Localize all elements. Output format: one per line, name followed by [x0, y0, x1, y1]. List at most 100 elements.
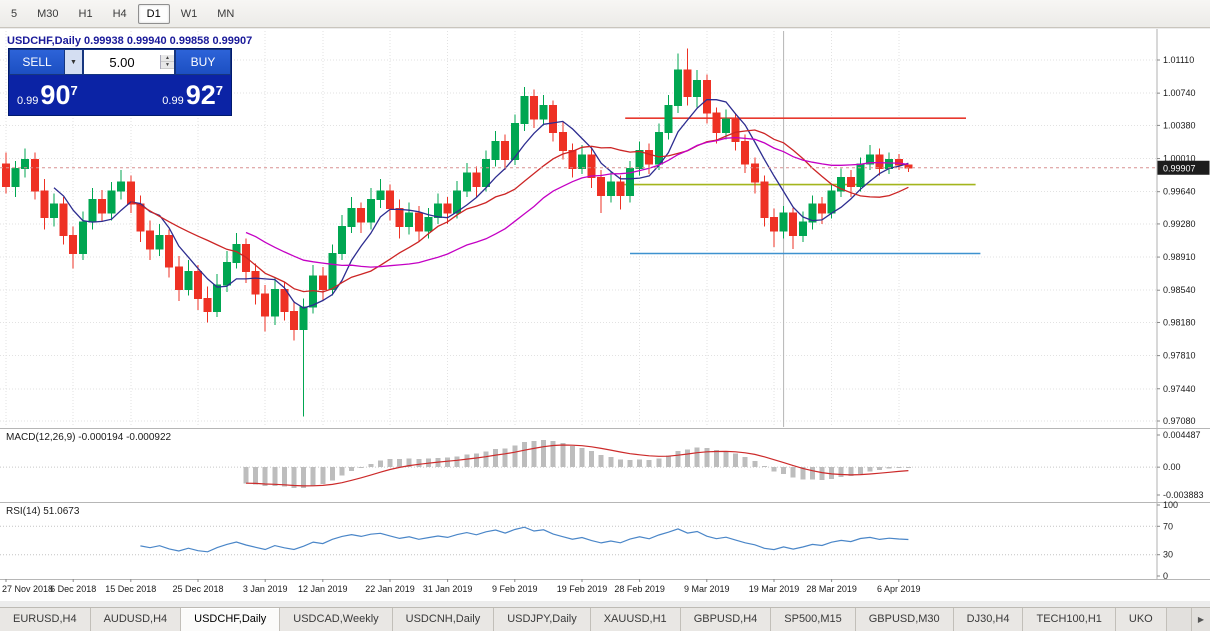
volume-up-icon[interactable]: ▲	[161, 55, 174, 62]
price-chart-canvas[interactable]: 1.011101.007401.003801.000100.996400.992…	[0, 29, 1210, 601]
candle-body	[846, 176, 855, 187]
volume-field[interactable]: 5.00 ▲ ▼	[83, 49, 175, 75]
macd-histogram-bar	[646, 459, 652, 468]
timeframe-button-h1[interactable]: H1	[78, 7, 93, 20]
macd-histogram-bar	[368, 464, 374, 468]
rsi-line	[140, 526, 909, 553]
sell-button[interactable]: SELL	[9, 49, 65, 75]
current-price-badge-label: 0.99907	[1163, 163, 1196, 173]
price-axis-label: 0.98180	[1163, 317, 1196, 327]
macd-histogram-bar	[896, 467, 902, 469]
price-axis-label: 1.00740	[1163, 88, 1196, 98]
candle-body	[587, 154, 596, 178]
timeframe-button-5[interactable]: 5	[11, 7, 18, 20]
macd-histogram-bar	[704, 448, 710, 468]
macd-histogram-bar	[608, 456, 614, 468]
buy-price-superscript: 7	[215, 82, 223, 98]
macd-histogram-bar	[665, 455, 671, 468]
macd-histogram-bar	[656, 458, 662, 468]
macd-histogram-bar	[819, 467, 825, 481]
macd-histogram-bar	[483, 451, 489, 468]
candle-body	[78, 221, 87, 254]
candle-body	[693, 80, 702, 98]
candle-body	[491, 141, 500, 160]
volume-value: 5.00	[109, 54, 135, 70]
candle-body	[146, 230, 154, 250]
timeframe-button-d1[interactable]: D1	[137, 3, 170, 24]
chart-tab-usdjpy-daily[interactable]: USDJPY,Daily	[494, 608, 591, 631]
candle-body	[280, 288, 289, 313]
price-axis-label: 0.99280	[1163, 219, 1196, 229]
candle-body	[712, 112, 721, 134]
macd-histogram-bar	[416, 458, 422, 468]
candle-body	[866, 154, 874, 165]
volume-down-icon[interactable]: ▼	[161, 62, 174, 69]
timeframe-button-mn[interactable]: MN	[217, 7, 235, 20]
chart-tab-dj30-h4[interactable]: DJ30,H4	[953, 608, 1024, 631]
macd-axis-label: -0.003883	[1163, 490, 1204, 500]
price-axis-label: 1.00380	[1163, 120, 1196, 130]
candle-body	[837, 176, 846, 192]
macd-indicator-label: MACD(12,26,9) -0.000194 -0.000922	[6, 432, 172, 443]
sell-price[interactable]: 0.99907	[17, 81, 78, 109]
macd-histogram-bar	[598, 454, 604, 468]
candle-body	[40, 190, 49, 219]
candle-body	[117, 181, 126, 192]
chart-tab-gbpusd-h4[interactable]: GBPUSD,H4	[680, 608, 772, 631]
candle-body	[338, 226, 346, 254]
chart-tab-usdcad-weekly[interactable]: USDCAD,Weekly	[280, 608, 393, 631]
macd-histogram-bar	[541, 439, 547, 468]
chart-tab-usdchf-daily[interactable]: USDCHF,Daily	[181, 608, 281, 631]
candle-body	[578, 154, 586, 169]
buy-price[interactable]: 0.99927	[162, 81, 223, 109]
buy-price-prefix: 0.99	[162, 94, 184, 107]
candle-body	[501, 141, 510, 160]
candle-body	[779, 212, 788, 232]
candle-body	[741, 141, 750, 165]
chart-tab-sp500-m15[interactable]: SP500,M15	[771, 608, 856, 631]
volume-spinner[interactable]: ▲ ▼	[160, 55, 174, 69]
order-options-dropdown[interactable]: ▼	[65, 49, 83, 75]
sell-price-prefix: 0.99	[17, 94, 39, 107]
time-axis-label: 19 Mar 2019	[749, 584, 800, 594]
candle-body	[69, 235, 78, 254]
macd-axis-label: 0.004487	[1163, 430, 1201, 440]
price-axis-label: 0.99640	[1163, 187, 1196, 197]
current-price-badge	[1157, 160, 1210, 175]
candle-body	[30, 158, 39, 192]
candle-body	[395, 208, 404, 228]
chart-tab-xauusd-h1[interactable]: XAUUSD,H1	[590, 608, 681, 631]
timeframe-button-w1[interactable]: W1	[180, 7, 198, 20]
candle-body	[2, 163, 10, 187]
candle-body	[386, 190, 394, 210]
sell-price-superscript: 7	[70, 82, 78, 98]
timeframe-toolbar: 5 M30 H1 H4 D1 W1 MN	[0, 0, 1210, 28]
macd-histogram-bar	[512, 445, 518, 468]
chart-tab-audusd-h4[interactable]: AUDUSD,H4	[90, 608, 182, 631]
macd-histogram-bar	[886, 467, 892, 469]
time-axis-label: 15 Dec 2018	[105, 584, 156, 594]
candle-body	[750, 163, 759, 183]
candle-body	[251, 270, 260, 295]
chart-tab-eurusd-h4[interactable]: EURUSD,H4	[0, 608, 91, 631]
chart-tabs-bar: EURUSD,H4 AUDUSD,H4 USDCHF,Daily USDCAD,Wee…	[0, 607, 1210, 631]
candle-body	[366, 199, 375, 223]
timeframe-button-h4[interactable]: H4	[112, 7, 127, 20]
macd-histogram-bar	[531, 441, 537, 468]
time-axis-label: 22 Jan 2019	[365, 584, 415, 594]
candle-body	[453, 190, 462, 214]
chart-background	[0, 29, 1210, 601]
macd-histogram-bar	[877, 467, 883, 471]
chart-tab-tech100-h1[interactable]: TECH100,H1	[1023, 608, 1116, 631]
macd-histogram-bar	[838, 467, 844, 478]
chart-tab-uko[interactable]: UKO	[1115, 608, 1167, 631]
candle-body	[597, 176, 606, 196]
rsi-axis-label: 100	[1163, 500, 1178, 510]
chart-tab-usdcnh-daily[interactable]: USDCNH,Daily	[392, 608, 495, 631]
macd-histogram-bar	[771, 467, 777, 472]
tabs-scroll-right-button[interactable]: ▶	[1191, 608, 1210, 631]
macd-histogram-bar	[627, 460, 633, 468]
chart-tab-gbpusd-m30[interactable]: GBPUSD,M30	[855, 608, 954, 631]
buy-button[interactable]: BUY	[175, 49, 231, 75]
timeframe-button-m30[interactable]: M30	[37, 7, 59, 20]
